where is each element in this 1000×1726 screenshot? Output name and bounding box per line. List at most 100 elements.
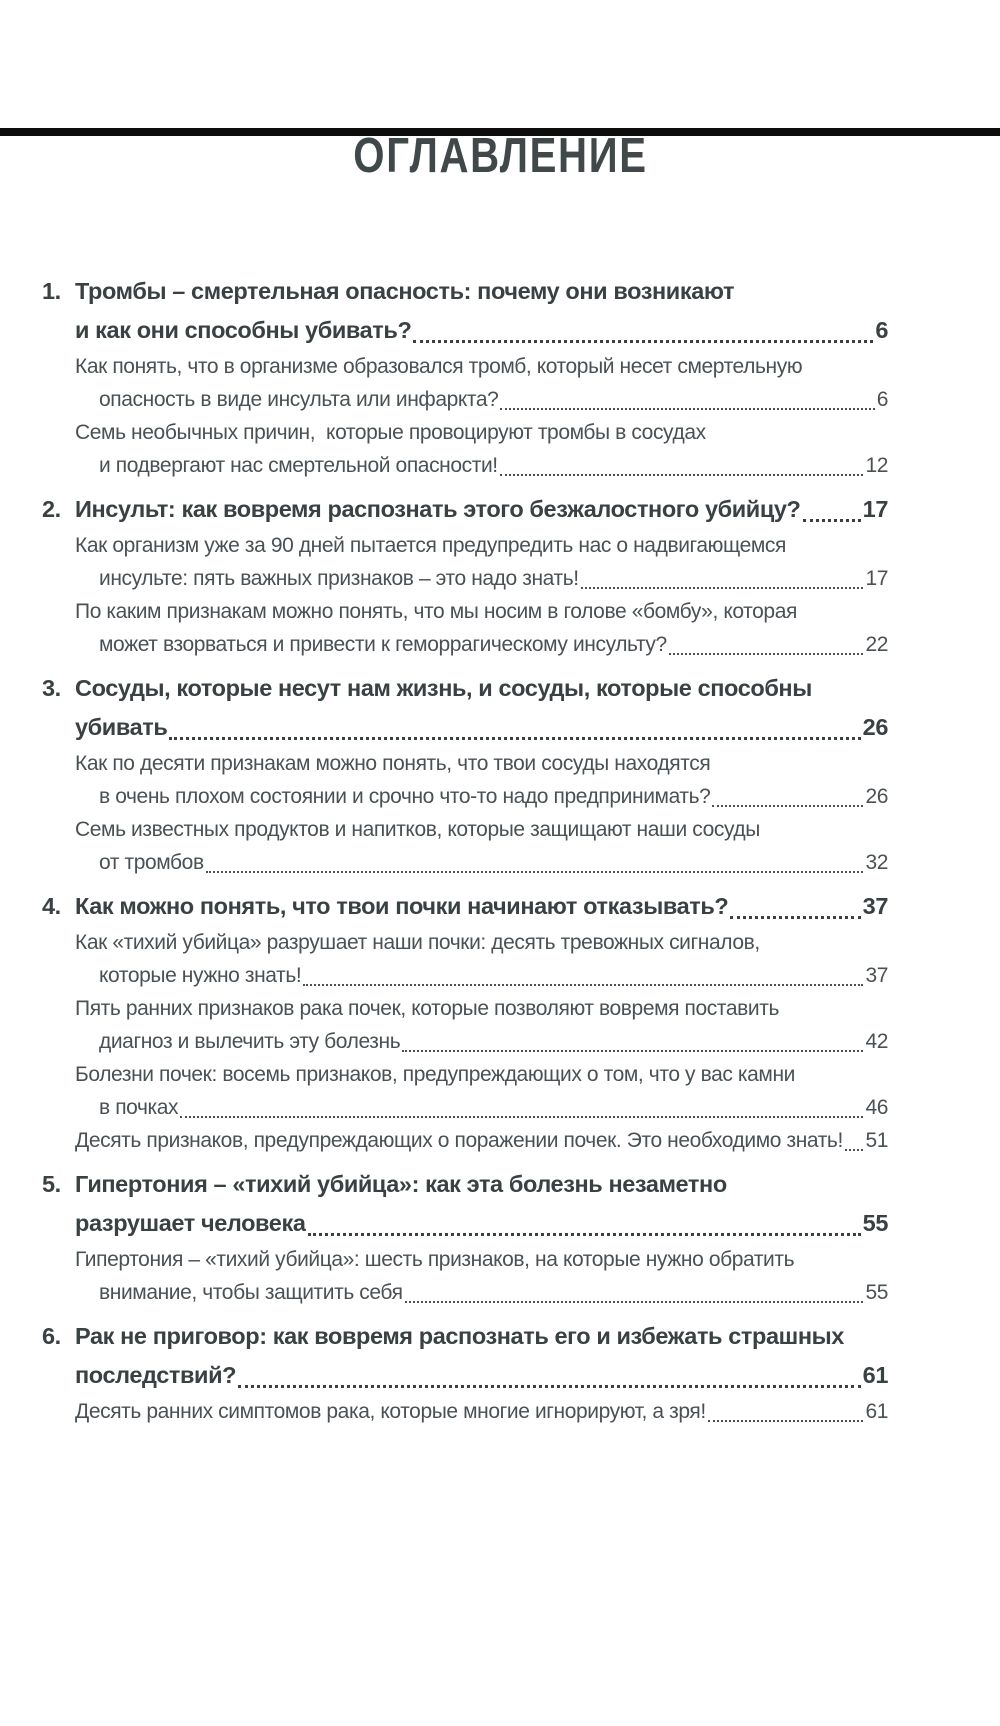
page-number: 61 — [865, 1400, 888, 1423]
entry-text: Гипертония – «тихий убийца»: как эта бол… — [75, 1171, 727, 1197]
toc-sub-entry: Как понять, что в организме образовался … — [42, 350, 888, 416]
entry-text: диагноз и вылечить эту болезнь — [99, 1030, 401, 1053]
page-number: 37 — [862, 893, 889, 919]
dot-leader — [844, 1149, 864, 1151]
entry-text: Как организм уже за 90 дней пытается пре… — [75, 534, 786, 557]
entry-text: может взорваться и привести к геморрагич… — [99, 633, 667, 656]
entry-text: последствий? — [75, 1362, 237, 1388]
page-number: 17 — [865, 567, 888, 590]
dot-leader — [169, 737, 861, 740]
page-number: 26 — [862, 714, 889, 740]
toc-line: Десять ранних симптомов рака, которые мн… — [75, 1395, 888, 1428]
dot-leader — [499, 474, 864, 476]
dot-leader — [730, 916, 861, 919]
dot-leader — [307, 1233, 861, 1236]
entry-text: Как можно понять, что твои почки начинаю… — [75, 893, 729, 919]
toc-line: и подвергают нас смертельной опасности! 1… — [99, 449, 888, 482]
entry-text: Как понять, что в организме образовался … — [75, 355, 803, 378]
entry-text: в почках — [99, 1096, 179, 1119]
toc-line: последствий? 61 — [75, 1356, 888, 1395]
toc-sub-entry: Как «тихий убийца» разрушает наши почки:… — [42, 926, 888, 992]
dot-leader — [180, 1116, 864, 1118]
entry-text: Инсульт: как вовремя распознать этого бе… — [75, 496, 801, 522]
toc-line: 5. Гипертония – «тихий убийца»: как эта б… — [42, 1165, 888, 1204]
entry-text: По каким признакам можно понять, что мы … — [75, 600, 797, 623]
chapter-number: 6. — [42, 1323, 61, 1349]
toc-line: в очень плохом состоянии и срочно что-то… — [99, 780, 888, 813]
toc-line: от тромбов 32 — [99, 846, 888, 879]
toc-line: диагноз и вылечить эту болезнь 42 — [99, 1025, 888, 1058]
entry-text: Пять ранних признаков рака почек, которы… — [75, 997, 779, 1020]
chapter-number: 1. — [42, 278, 61, 304]
dot-leader — [205, 871, 864, 873]
toc-line: Как понять, что в организме образовался … — [75, 350, 888, 383]
toc-line: инсульте: пять важных признаков – это на… — [99, 562, 888, 595]
toc-chapter-entry: 4. Как можно понять, что твои почки начин… — [42, 887, 888, 926]
dot-leader — [580, 587, 864, 589]
toc-line: Семь необычных причин, которые провоциру… — [75, 416, 888, 449]
toc-chapter-entry: 6. Рак не приговор: как вовремя распознат… — [42, 1317, 888, 1395]
page-number: 51 — [865, 1129, 888, 1152]
page-number: 6 — [875, 317, 888, 343]
entry-text: Десять ранних симптомов рака, которые мн… — [75, 1400, 706, 1423]
toc-line: Как «тихий убийца» разрушает наши почки:… — [75, 926, 888, 959]
toc-sub-entry: Как по десяти признакам можно понять, чт… — [42, 747, 888, 813]
chapter-number: 5. — [42, 1171, 61, 1197]
dot-leader — [712, 805, 864, 807]
dot-leader — [668, 653, 864, 655]
toc-sub-entry: Семь необычных причин, которые провоциру… — [42, 416, 888, 482]
title-wrap: ОГЛАВЛЕНИЕ — [0, 128, 1000, 184]
toc-list: 1. Тромбы – смертельная опасность: почему… — [42, 272, 888, 1428]
dot-leader — [402, 1050, 864, 1052]
toc-line: 4. Как можно понять, что твои почки начин… — [42, 887, 888, 926]
page-number: 17 — [862, 496, 889, 522]
entry-text: внимание, чтобы защитить себя — [99, 1281, 403, 1304]
toc-sub-entry: Гипертония – «тихий убийца»: шесть призн… — [42, 1243, 888, 1309]
toc-chapter-entry: 3. Сосуды, которые несут нам жизнь, и сос… — [42, 669, 888, 747]
entry-text: Тромбы – смертельная опасность: почему о… — [75, 278, 735, 304]
dot-leader — [238, 1385, 861, 1388]
entry-text: которые нужно знать! — [99, 964, 302, 987]
dot-leader — [500, 408, 875, 410]
page-number: 22 — [865, 633, 888, 656]
toc-line: в почках 46 — [99, 1091, 888, 1124]
toc-line: По каким признакам можно понять, что мы … — [75, 595, 888, 628]
toc-sub-entry: Десять ранних симптомов рака, которые мн… — [42, 1395, 888, 1428]
page-number: 61 — [862, 1362, 889, 1388]
dot-leader — [303, 984, 864, 986]
page-number: 46 — [865, 1096, 888, 1119]
toc-line: внимание, чтобы защитить себя 55 — [99, 1276, 888, 1309]
page-number: 6 — [876, 388, 889, 411]
toc-line: Болезни почек: восемь признаков, предупр… — [75, 1058, 888, 1091]
chapter-number: 3. — [42, 675, 61, 701]
entry-text: Десять признаков, предупреждающих о пора… — [75, 1129, 843, 1152]
entry-text: Сосуды, которые несут нам жизнь, и сосуд… — [75, 675, 812, 701]
toc-line: Гипертония – «тихий убийца»: шесть призн… — [75, 1243, 888, 1276]
toc-sub-entry: Болезни почек: восемь признаков, предупр… — [42, 1058, 888, 1124]
toc-line: 3. Сосуды, которые несут нам жизнь, и сос… — [42, 669, 888, 708]
page-number: 55 — [865, 1281, 888, 1304]
toc-line: убивать 26 — [75, 708, 888, 747]
dot-leader — [413, 340, 874, 343]
toc-line: Пять ранних признаков рака почек, которы… — [75, 992, 888, 1025]
entry-text: от тромбов — [99, 851, 204, 874]
document-page: { "page": { "title": "ОГЛАВЛЕНИЕ", "back… — [0, 128, 1000, 1726]
toc-chapter-entry: 1. Тромбы – смертельная опасность: почему… — [42, 272, 888, 350]
page-number: 26 — [865, 785, 888, 808]
toc-chapter-entry: 5. Гипертония – «тихий убийца»: как эта б… — [42, 1165, 888, 1243]
toc-line: 6. Рак не приговор: как вовремя распознат… — [42, 1317, 888, 1356]
page-number: 37 — [865, 964, 888, 987]
page-title: ОГЛАВЛЕНИЕ — [352, 129, 648, 183]
entry-text: в очень плохом состоянии и срочно что-то… — [99, 785, 711, 808]
toc-line: Как организм уже за 90 дней пытается пре… — [75, 529, 888, 562]
toc-line: Как по десяти признакам можно понять, чт… — [75, 747, 888, 780]
toc-line: 2. Инсульт: как вовремя распознать этого … — [42, 490, 888, 529]
entry-text: и подвергают нас смертельной опасности! — [99, 454, 498, 477]
toc-chapter-entry: 2. Инсульт: как вовремя распознать этого … — [42, 490, 888, 529]
toc-line: Семь известных продуктов и напитков, кот… — [75, 813, 888, 846]
toc-line: Десять признаков, предупреждающих о пора… — [75, 1124, 888, 1157]
scan-edge-artifact — [0, 128, 1000, 136]
toc-sub-entry: Как организм уже за 90 дней пытается пре… — [42, 529, 888, 595]
dot-leader — [404, 1301, 864, 1303]
entry-text: опасность в виде инсульта или инфаркта? — [99, 388, 499, 411]
